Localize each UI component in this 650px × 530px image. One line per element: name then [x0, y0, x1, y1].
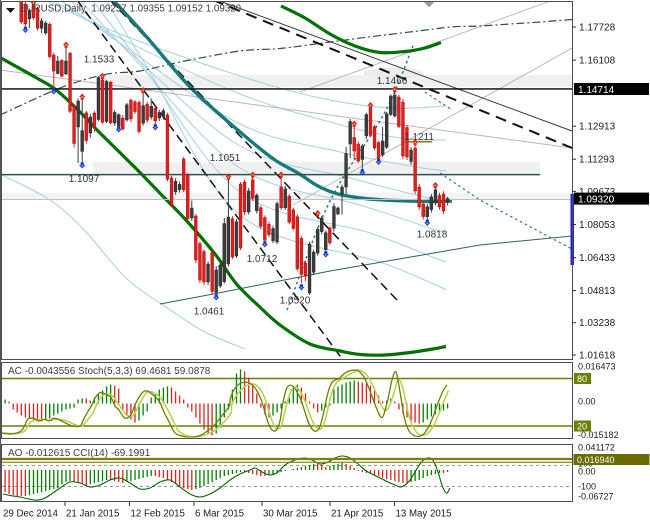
- svg-text:1.0818: 1.0818: [417, 230, 448, 241]
- svg-text:13 May 2015: 13 May 2015: [396, 509, 452, 520]
- svg-text:1.17728: 1.17728: [579, 23, 616, 34]
- svg-text:12 Feb 2015: 12 Feb 2015: [131, 509, 185, 520]
- svg-text:0.041172: 0.041172: [578, 443, 615, 453]
- svg-text:1.08053: 1.08053: [579, 220, 616, 231]
- svg-text:1.1097: 1.1097: [69, 174, 100, 185]
- svg-text:-0.015182: -0.015182: [578, 430, 619, 440]
- svg-text:1.1051: 1.1051: [210, 153, 241, 164]
- svg-text:1.14714: 1.14714: [578, 85, 615, 96]
- svg-text:1.09320: 1.09320: [578, 194, 615, 205]
- svg-text:1.06433: 1.06433: [579, 253, 616, 264]
- svg-text:0.016940: 0.016940: [577, 455, 615, 465]
- svg-text:-100: -100: [578, 482, 596, 492]
- svg-text:EURUSD,Daily 1.09257 1.09355: EURUSD,Daily 1.09257 1.09355 1.09152 1.0…: [20, 4, 242, 15]
- svg-text:1.0712: 1.0712: [247, 254, 278, 265]
- svg-text:0.00: 0.00: [578, 467, 596, 477]
- svg-text:1.0461: 1.0461: [194, 307, 225, 318]
- svg-text:1.11293: 1.11293: [579, 155, 615, 166]
- svg-text:AC -0.0043556 Stoch(5,3,3) 69: AC -0.0043556 Stoch(5,3,3) 69.4681 59.08…: [8, 366, 211, 377]
- svg-text:1.01618: 1.01618: [579, 351, 616, 362]
- svg-text:-0.06727: -0.06727: [578, 492, 614, 502]
- svg-text:1.1533: 1.1533: [84, 55, 115, 66]
- svg-text:1.04813: 1.04813: [579, 286, 616, 297]
- svg-text:6 Mar 2015: 6 Mar 2015: [195, 509, 244, 520]
- svg-text:AO -0.012615 CCI(14) -69.1991: AO -0.012615 CCI(14) -69.1991: [8, 448, 151, 459]
- svg-text:30 Mar 2015: 30 Mar 2015: [263, 509, 317, 520]
- svg-text:1.1211: 1.1211: [404, 132, 434, 143]
- svg-text:21 Apr 2015: 21 Apr 2015: [331, 509, 383, 520]
- svg-text:29 Dec 2014: 29 Dec 2014: [3, 509, 59, 520]
- svg-text:21 Jan 2015: 21 Jan 2015: [66, 509, 119, 520]
- svg-text:1.0520: 1.0520: [280, 296, 311, 307]
- svg-text:1.16108: 1.16108: [579, 56, 616, 67]
- svg-text:1.1466: 1.1466: [377, 76, 408, 87]
- svg-text:80: 80: [577, 374, 587, 384]
- svg-text:1.03238: 1.03238: [579, 318, 616, 329]
- svg-text:20: 20: [577, 422, 587, 432]
- svg-text:1.09673: 1.09673: [579, 187, 616, 198]
- svg-text:0.016473: 0.016473: [578, 362, 616, 372]
- svg-text:1.12913: 1.12913: [579, 122, 616, 133]
- svg-text:0.00: 0.00: [578, 397, 596, 407]
